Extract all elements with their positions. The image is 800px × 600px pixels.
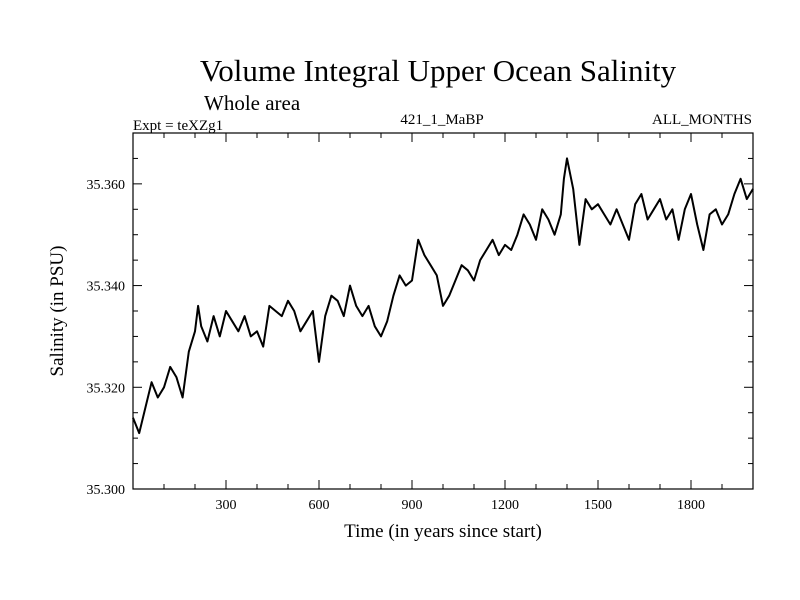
y-tick-label: 35.300	[87, 483, 126, 498]
salinity-series-line	[132, 157, 754, 435]
header-center: 421_1_MaBP	[400, 112, 483, 128]
x-axis-label: Time (in years since start)	[344, 521, 542, 542]
x-tick-label: 1200	[491, 498, 519, 513]
y-tick-label: 35.360	[87, 178, 126, 193]
x-tick-label: 600	[309, 498, 330, 513]
x-tick-label: 1500	[584, 498, 612, 513]
header-right: ALL_MONTHS	[652, 112, 752, 128]
chart-title: Volume Integral Upper Ocean Salinity	[200, 53, 677, 88]
x-tick-label: 900	[402, 498, 423, 513]
y-tick-label: 35.340	[87, 280, 126, 295]
x-tick-label: 1800	[677, 498, 705, 513]
y-axis-ticks: 35.300 35.320 35.340 35.360	[87, 157, 753, 498]
x-tick-label: 300	[216, 498, 237, 513]
y-tick-label: 35.320	[87, 381, 126, 396]
x-axis-ticks: 300 600 900 1200 1500 1800	[163, 133, 723, 513]
y-axis-label: Salinity (in PSU)	[47, 246, 68, 377]
header-left: Expt = teXZg1	[133, 118, 223, 134]
chart-subtitle: Whole area	[204, 91, 301, 115]
